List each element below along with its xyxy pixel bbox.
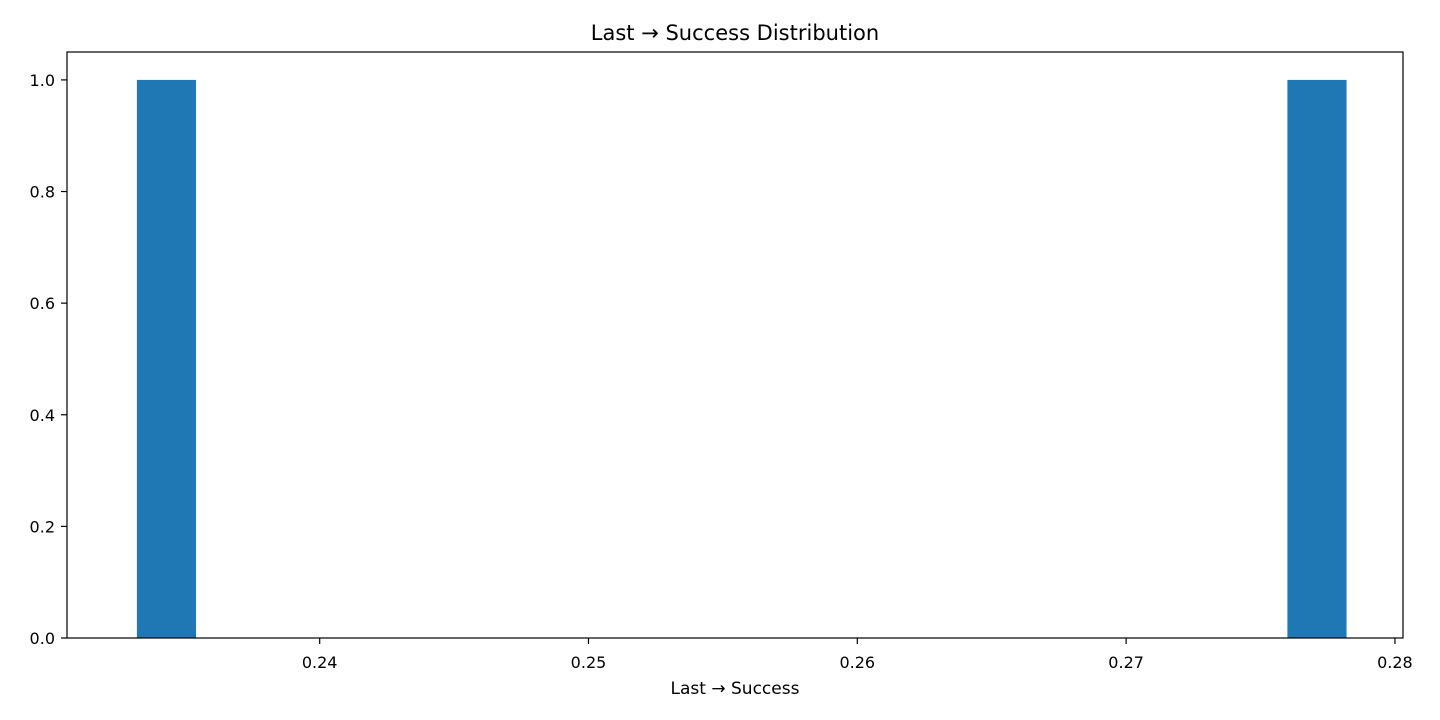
histogram-bar-1 [1287,79,1347,638]
y-tick-label-1: 0.2 [30,517,55,536]
y-tick-label-5: 1.0 [30,71,55,90]
x-tick-label-4: 0.28 [1377,653,1413,672]
x-tick-label-2: 0.26 [839,653,875,672]
x-axis-ticks: 0.24 0.25 0.26 0.27 0.28 [302,638,1413,672]
y-axis-ticks: 0.0 0.2 0.4 0.6 0.8 1.0 [30,71,67,648]
x-tick-label-0: 0.24 [302,653,338,672]
y-tick-label-0: 0.0 [30,629,55,648]
bars-group [136,79,1347,638]
y-tick-label-2: 0.4 [30,406,55,425]
chart-title: Last → Success Distribution [591,21,879,45]
y-tick-label-3: 0.6 [30,294,55,313]
x-tick-label-1: 0.25 [571,653,607,672]
x-axis-label: Last → Success [671,679,800,699]
plot-frame [66,51,1404,639]
histogram-bar-0 [136,79,197,638]
x-tick-label-3: 0.27 [1108,653,1144,672]
y-tick-label-4: 0.8 [30,183,55,202]
